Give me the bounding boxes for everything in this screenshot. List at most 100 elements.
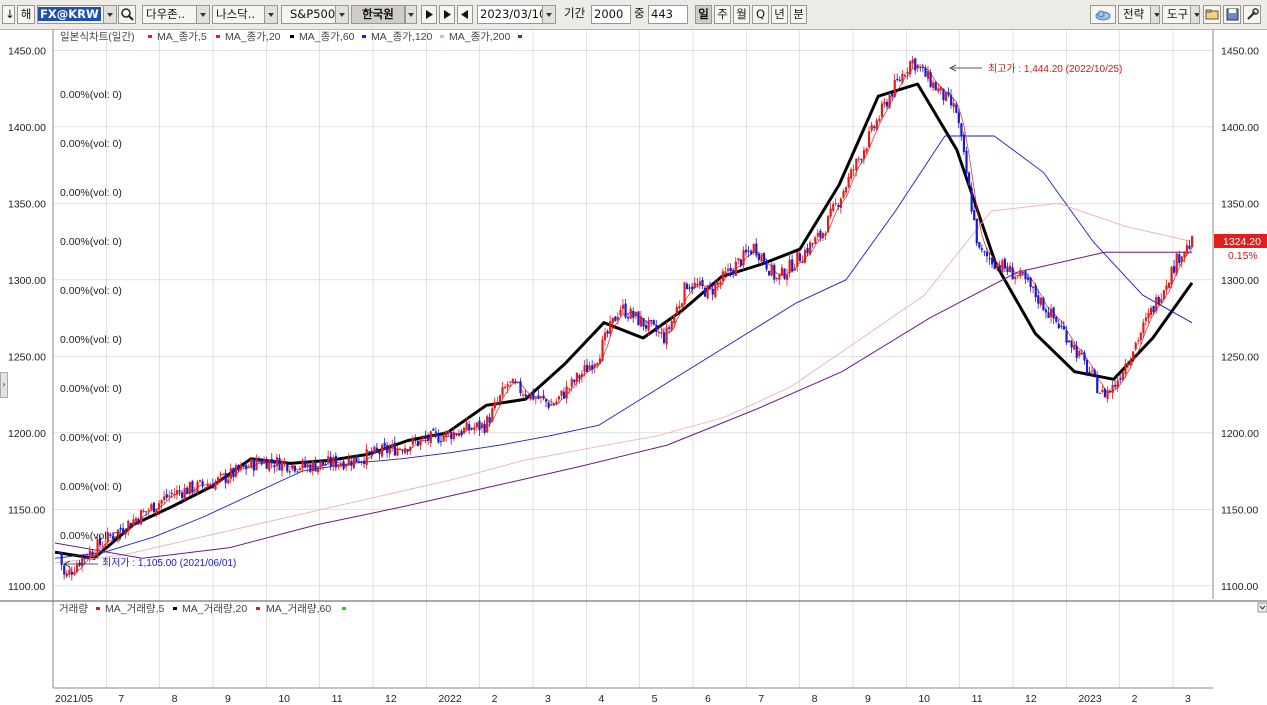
chevron-down-icon[interactable] [103, 6, 116, 23]
candle-body [1152, 305, 1155, 313]
candle-body [837, 205, 840, 207]
candle [268, 459, 271, 473]
chevron-down-icon[interactable] [196, 6, 209, 23]
candle [706, 284, 709, 300]
candle-body [1098, 392, 1101, 394]
timeframe-quarter-button[interactable]: Q [752, 5, 769, 24]
candle [352, 457, 355, 470]
symbol-combobox[interactable]: FX@KRW [37, 5, 117, 24]
nasdaq-combobox[interactable]: 나스닥.. [212, 5, 278, 24]
chevron-down-icon[interactable] [264, 6, 277, 23]
chevron-down-icon[interactable] [1190, 6, 1199, 23]
candle [901, 69, 904, 85]
candle-body [370, 450, 373, 455]
candle-body [83, 557, 86, 559]
timeframe-week-button[interactable]: 주 [714, 5, 731, 24]
candle-body [524, 394, 527, 397]
prev-icon [461, 10, 468, 19]
candle-body [1119, 378, 1122, 380]
x-tick-label: 2 [1132, 693, 1138, 705]
chevron-down-icon[interactable] [335, 6, 348, 23]
sp500-combobox[interactable]: S&P500 [281, 5, 349, 24]
cloud-icon [1095, 10, 1111, 21]
candle-body [980, 248, 984, 251]
settings-button[interactable] [1243, 5, 1261, 24]
overseas-button[interactable]: 해 [17, 5, 35, 24]
candle-body [1029, 277, 1032, 288]
candle-body [811, 243, 814, 245]
candle [134, 516, 138, 525]
candle-body [1162, 290, 1166, 300]
candle-body [1088, 371, 1091, 374]
scroll-down-button[interactable]: ↓ [2, 5, 15, 24]
candle-body [857, 158, 860, 160]
candle-body [239, 464, 243, 470]
candle-body [932, 82, 935, 88]
legend-vol-ma5: MA_거래량,5 [105, 603, 164, 615]
candle [1065, 326, 1068, 346]
candle-body [380, 444, 384, 457]
candle-body [173, 494, 176, 496]
chevron-down-icon[interactable] [1150, 6, 1159, 23]
timeframe-year-button[interactable]: 년 [771, 5, 788, 24]
candle [647, 316, 650, 336]
middle-label: 중 [634, 6, 645, 20]
price-chart[interactable]: 1450.00 1400.00 1350.00 1300.00 1250.00 1200.… [0, 30, 1267, 705]
dowjones-combobox[interactable]: 다우존.. [142, 5, 210, 24]
play-button[interactable] [421, 5, 437, 24]
open-folder-button[interactable] [1203, 5, 1221, 24]
candle [539, 396, 543, 404]
currency-dropdown[interactable] [405, 5, 417, 24]
prev-button[interactable] [457, 5, 473, 24]
candle [355, 454, 358, 463]
korean-won-button[interactable]: 한국원 [351, 5, 405, 24]
candle [257, 456, 261, 464]
candle [493, 397, 496, 411]
strategy-combobox[interactable]: 전략 [1118, 5, 1160, 24]
timeframe-day-button[interactable]: 일 [695, 5, 712, 24]
candle [750, 249, 753, 256]
period-input[interactable]: 2000 [591, 5, 631, 24]
candle-body [883, 101, 886, 105]
candle-body [698, 281, 702, 286]
search-button[interactable] [118, 5, 136, 24]
candle [1055, 315, 1058, 324]
pct-label: 0.00%(vol: 0) [60, 334, 122, 346]
timeframe-month-button[interactable]: 월 [733, 5, 750, 24]
candle-body [498, 395, 502, 402]
candle [247, 464, 250, 469]
candle-body [788, 259, 791, 274]
candle-body [465, 422, 468, 430]
candle [609, 315, 612, 338]
timeframe-minute-button[interactable]: 분 [790, 5, 807, 24]
date-input[interactable]: 2023/03/10 [477, 5, 556, 24]
candle [393, 436, 396, 457]
side-collapse-handle[interactable]: › [0, 372, 8, 398]
candle [970, 182, 973, 214]
candle [991, 256, 994, 269]
next-button[interactable] [439, 5, 455, 24]
save-button[interactable] [1223, 5, 1241, 24]
strategy-label: 전략 [1123, 7, 1145, 21]
candle [1173, 260, 1176, 275]
candle [1070, 339, 1073, 353]
candle [411, 435, 414, 448]
middle-input[interactable]: 443 [648, 5, 688, 24]
legend-vol-ma20: MA_거래량,20 [182, 603, 247, 615]
x-tick-label: 8 [172, 693, 178, 705]
candle [1073, 342, 1076, 351]
candle [78, 559, 81, 568]
candle-body [229, 468, 232, 479]
x-tick-label: 6 [705, 693, 711, 705]
candle-body [783, 268, 786, 279]
candle-body [219, 473, 222, 476]
candle [1114, 380, 1117, 390]
x-tick-label: 8 [812, 693, 818, 705]
chevron-down-icon[interactable] [542, 6, 555, 23]
cloud-button[interactable] [1090, 5, 1116, 24]
candle-body [747, 250, 750, 252]
candle-body [150, 504, 153, 510]
candle [570, 376, 573, 392]
right-scroll-handle[interactable] [1257, 602, 1267, 613]
tools-combobox[interactable]: 도구 [1162, 5, 1200, 24]
